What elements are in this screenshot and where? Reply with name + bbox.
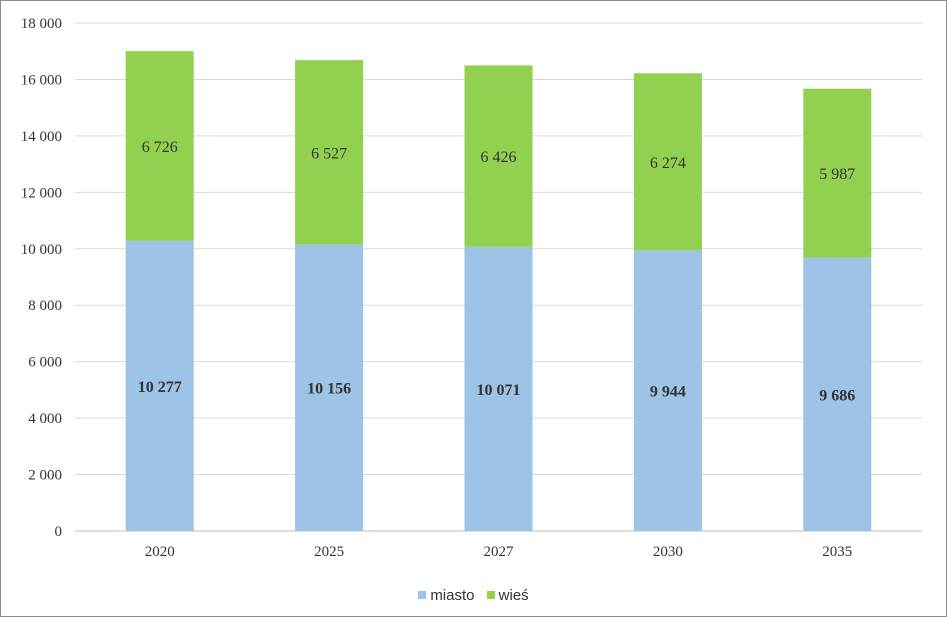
data-label: 6 527 [311, 145, 347, 162]
legend-swatch-miasto [418, 591, 427, 599]
bar-wies [125, 51, 194, 241]
data-label: 9 686 [819, 387, 855, 404]
legend-label-miasto: miasto [430, 586, 475, 604]
y-tick-label: 4 000 [28, 411, 62, 427]
bar-miasto [464, 246, 533, 532]
data-label: 6 426 [481, 149, 517, 166]
x-tick-label: 2020 [145, 544, 175, 560]
x-tick-label: 2030 [653, 544, 683, 560]
legend-item-miasto: miasto [418, 586, 475, 604]
x-tick-label: 2025 [314, 544, 344, 560]
bar-miasto [633, 250, 702, 531]
data-label: 6 726 [142, 139, 178, 156]
x-tick-label: 2027 [484, 544, 515, 560]
data-label: 6 274 [650, 155, 686, 172]
y-tick-label: 16 000 [21, 72, 62, 88]
data-label: 10 277 [138, 379, 182, 396]
bar-miasto [803, 257, 872, 531]
bar-miasto [125, 240, 194, 532]
y-tick-label: 10 000 [21, 242, 62, 258]
bar-wies [803, 88, 872, 258]
y-tick-label: 2 000 [28, 468, 62, 484]
bar-wies [295, 60, 364, 245]
legend-swatch-wies [486, 591, 495, 599]
y-tick-label: 18 000 [21, 16, 62, 32]
legend-item-wies: wieś [486, 586, 529, 604]
y-tick-label: 12 000 [21, 185, 62, 201]
data-label: 5 987 [819, 166, 855, 183]
data-label: 10 156 [307, 381, 351, 398]
y-tick-label: 0 [55, 524, 63, 540]
x-tick-label: 2035 [822, 544, 852, 560]
data-label: 9 944 [650, 384, 686, 401]
legend: miasto wieś [0, 586, 947, 604]
y-tick-label: 8 000 [28, 298, 62, 314]
y-tick-label: 6 000 [28, 355, 62, 371]
data-label: 10 071 [477, 382, 521, 399]
y-tick-label: 14 000 [21, 129, 62, 145]
bar-wies [464, 65, 533, 247]
bar-wies [633, 73, 702, 251]
legend-label-wies: wieś [498, 586, 529, 604]
bar-miasto [295, 244, 364, 531]
